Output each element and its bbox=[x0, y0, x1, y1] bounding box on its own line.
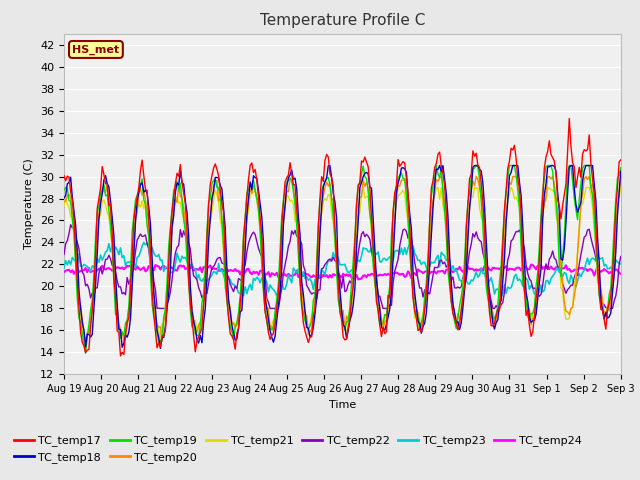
TC_temp23 bbox=[374, 249, 382, 255]
Title: Temperature Profile C: Temperature Profile C bbox=[260, 13, 425, 28]
TC_temp18 bbox=[185, 233, 193, 239]
TC_temp21 bbox=[376, 322, 383, 328]
TC_temp21 bbox=[519, 271, 527, 277]
TC_temp19 bbox=[374, 310, 382, 315]
TC_temp23 bbox=[67, 262, 74, 268]
TC_temp19 bbox=[60, 187, 68, 193]
TC_temp22 bbox=[186, 246, 194, 252]
TC_temp20 bbox=[158, 338, 166, 344]
TC_temp18 bbox=[67, 174, 74, 180]
TC_temp20 bbox=[67, 195, 74, 201]
TC_temp23 bbox=[617, 261, 625, 267]
TC_temp19 bbox=[82, 350, 90, 356]
TC_temp23 bbox=[519, 283, 527, 289]
TC_temp21 bbox=[185, 274, 193, 280]
TC_temp19 bbox=[228, 328, 236, 334]
TC_temp19 bbox=[185, 278, 193, 284]
TC_temp21 bbox=[359, 185, 367, 191]
TC_temp22 bbox=[376, 293, 383, 299]
TC_temp21 bbox=[617, 185, 625, 191]
TC_temp20 bbox=[60, 199, 68, 204]
Line: TC_temp21: TC_temp21 bbox=[64, 188, 621, 340]
TC_temp17 bbox=[228, 333, 236, 339]
TC_temp19 bbox=[67, 199, 74, 204]
TC_temp24 bbox=[67, 269, 74, 275]
TC_temp19 bbox=[433, 163, 440, 168]
TC_temp22 bbox=[617, 253, 625, 259]
Y-axis label: Temperature (C): Temperature (C) bbox=[24, 158, 35, 250]
TC_temp24 bbox=[355, 276, 362, 282]
TC_temp17 bbox=[617, 157, 625, 163]
TC_temp21 bbox=[525, 317, 533, 323]
TC_temp23 bbox=[525, 287, 533, 292]
TC_temp23 bbox=[60, 265, 68, 271]
TC_temp23 bbox=[497, 295, 505, 300]
Line: TC_temp23: TC_temp23 bbox=[64, 242, 621, 298]
TC_temp19 bbox=[617, 165, 625, 171]
X-axis label: Time: Time bbox=[329, 400, 356, 409]
TC_temp21 bbox=[67, 214, 74, 219]
TC_temp18 bbox=[525, 314, 533, 320]
TC_temp22 bbox=[153, 306, 161, 312]
TC_temp17 bbox=[524, 307, 532, 313]
TC_temp20 bbox=[519, 257, 527, 263]
TC_temp23 bbox=[140, 240, 148, 245]
TC_temp24 bbox=[60, 269, 68, 275]
TC_temp22 bbox=[525, 276, 533, 282]
Line: TC_temp20: TC_temp20 bbox=[64, 177, 621, 341]
TC_temp17 bbox=[565, 116, 573, 121]
TC_temp20 bbox=[228, 321, 236, 327]
TC_temp22 bbox=[68, 225, 76, 231]
TC_temp22 bbox=[60, 252, 68, 257]
TC_temp21 bbox=[60, 203, 68, 209]
TC_temp18 bbox=[374, 292, 382, 298]
Line: TC_temp22: TC_temp22 bbox=[64, 225, 621, 309]
TC_temp23 bbox=[185, 263, 193, 268]
Legend: TC_temp17, TC_temp18, TC_temp19, TC_temp20, TC_temp21, TC_temp22, TC_temp23, TC_: TC_temp17, TC_temp18, TC_temp19, TC_temp… bbox=[10, 431, 586, 468]
TC_temp18 bbox=[436, 163, 444, 168]
TC_temp17 bbox=[67, 189, 74, 194]
Line: TC_temp24: TC_temp24 bbox=[64, 264, 621, 279]
Line: TC_temp17: TC_temp17 bbox=[64, 119, 621, 356]
TC_temp18 bbox=[60, 195, 68, 201]
Text: HS_met: HS_met bbox=[72, 44, 120, 55]
TC_temp17 bbox=[517, 209, 525, 215]
TC_temp17 bbox=[60, 173, 68, 179]
TC_temp20 bbox=[617, 176, 625, 182]
TC_temp19 bbox=[525, 318, 533, 324]
TC_temp20 bbox=[374, 302, 382, 308]
TC_temp18 bbox=[519, 223, 527, 228]
TC_temp18 bbox=[228, 322, 236, 328]
TC_temp24 bbox=[617, 271, 625, 276]
TC_temp24 bbox=[527, 262, 535, 267]
TC_temp24 bbox=[227, 267, 234, 273]
TC_temp22 bbox=[519, 240, 527, 246]
TC_temp24 bbox=[183, 265, 191, 271]
TC_temp17 bbox=[185, 279, 193, 285]
TC_temp24 bbox=[374, 273, 382, 279]
TC_temp20 bbox=[525, 306, 533, 312]
TC_temp18 bbox=[157, 346, 164, 351]
TC_temp19 bbox=[519, 278, 527, 284]
TC_temp17 bbox=[374, 307, 382, 313]
Line: TC_temp18: TC_temp18 bbox=[64, 166, 621, 348]
TC_temp20 bbox=[438, 174, 445, 180]
TC_temp20 bbox=[185, 266, 193, 272]
TC_temp24 bbox=[524, 266, 532, 272]
TC_temp22 bbox=[67, 222, 74, 228]
TC_temp24 bbox=[517, 267, 525, 273]
Line: TC_temp19: TC_temp19 bbox=[64, 166, 621, 353]
TC_temp22 bbox=[230, 289, 237, 295]
TC_temp23 bbox=[228, 281, 236, 287]
TC_temp18 bbox=[617, 168, 625, 174]
TC_temp17 bbox=[116, 353, 124, 359]
TC_temp21 bbox=[157, 337, 164, 343]
TC_temp21 bbox=[228, 323, 236, 328]
